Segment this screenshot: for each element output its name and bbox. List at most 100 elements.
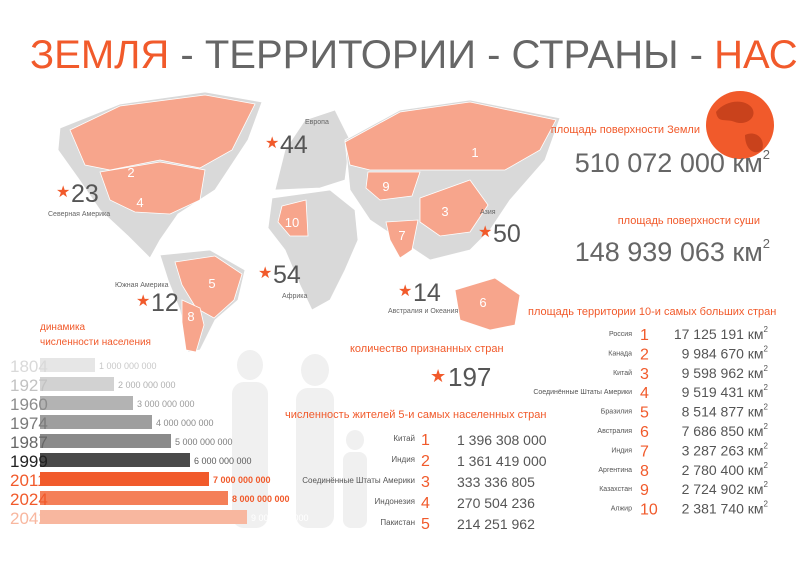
rank: 5 [421,516,430,533]
area-value: 9 598 962 км2 [682,364,769,381]
value-label: 7 000 000 000 [213,475,271,485]
bar [40,472,209,486]
silhouette [232,350,367,528]
map-country-number: 2 [127,165,134,180]
category-label: 1927 [10,376,48,395]
continent-name: Северная Америка [48,211,110,218]
unit-exp: 2 [764,344,769,353]
unit-exp: 2 [764,403,769,412]
bar [40,377,114,391]
category-label: 2024 [10,490,48,509]
value: 148 939 063 [575,237,725,267]
country-name: Бразилия [601,409,632,416]
country-name: Россия [609,331,632,338]
globe-icon [706,91,774,159]
area-value: 9 984 670 км2 [682,344,769,361]
continent-count: 44 [280,131,308,159]
value: 2 780 400 [682,462,744,478]
rank: 9 [640,482,649,499]
unit-exp: 2 [764,461,769,470]
area-value: 2 381 740 км2 [682,500,769,517]
value: 3 287 263 [682,442,744,458]
country-name: Индия [611,447,632,454]
rank: 5 [640,405,649,422]
value-label: 2 000 000 000 [118,380,176,390]
unit: км [748,384,764,400]
page-title: ЗЕМЛЯ - ТЕРРИТОРИИ - СТРАНЫ - НАСЕЛЕНИЕ [30,33,800,77]
continent-count: 54 [273,261,301,289]
continent-name: Австралия и Океания [388,308,459,315]
earth-area-label: площадь поверхности Земли [551,124,700,136]
country-name: Пакистан [380,518,415,527]
country-name: Алжир [611,506,632,513]
country-name: Австралия [597,428,632,435]
population-title: численность жителей 5-и самых населенных… [285,409,546,421]
star: ★ [258,265,272,282]
category-label: 1999 [10,452,48,471]
country-name: Канада [608,350,632,357]
rank: 8 [640,463,649,480]
area-value: 2 780 400 км2 [682,461,769,478]
country-name: Китай [613,369,632,377]
unit: км [748,442,764,458]
title-part: НАСЕЛЕНИЕ [714,33,800,77]
value: 510 072 000 [575,148,725,178]
unit-exp: 2 [764,441,769,450]
rank: 3 [421,474,430,491]
category-label: 1804 [10,357,48,376]
map-country-number: 3 [441,204,448,219]
star: ★ [136,293,150,310]
population-value: 333 336 805 [457,474,535,490]
continent-name: Азия [480,209,496,216]
value: 8 514 877 [682,404,744,420]
continent-count: 50 [493,220,521,248]
bar [40,434,171,448]
unit: км [748,404,764,420]
population-value: 270 504 236 [457,495,535,511]
category-label: 1974 [10,414,48,433]
area-title: площадь территории 10-и самых больших ст… [528,306,776,318]
value-label: 5 000 000 000 [175,437,233,447]
unit-exp: 2 [764,480,769,489]
unit: км [748,462,764,478]
map-country-number: 6 [479,295,486,310]
value-label: 8 000 000 000 [232,494,290,504]
rank: 2 [421,453,430,470]
rank: 4 [640,385,649,402]
title-part: - ТЕРРИТОРИИ - СТРАНЫ - [180,33,703,77]
star: ★ [430,366,446,386]
chart-title: динамика [40,322,86,333]
continent-count: 12 [151,289,179,317]
country-name: Индия [391,455,415,464]
unit-exp: 2 [764,422,769,431]
star: ★ [478,224,492,241]
continent-count: 23 [71,180,99,208]
value: 7 686 850 [682,423,744,439]
value-label: 6 000 000 000 [194,456,252,466]
land-area-label: площадь поверхности суши [618,215,760,227]
country-name: Казахстан [599,486,632,493]
rank: 1 [421,432,430,449]
earth-area-value: 510 072 000 км2 [575,147,770,178]
world-map [57,91,561,353]
map-country-number: 4 [136,195,143,210]
unit: км [748,345,764,361]
unit: км [748,501,764,517]
unit: км [748,481,764,497]
bar [40,491,228,505]
title-part: ЗЕМЛЯ [30,33,169,77]
population-value: 214 251 962 [457,516,535,532]
unit: км [748,365,764,381]
value-label: 1 000 000 000 [99,361,157,371]
unit-exp: 2 [764,383,769,392]
area-value: 17 125 191 км2 [674,325,769,342]
bar [40,510,247,524]
map-country-number: 8 [187,309,194,324]
area-value: 3 287 263 км2 [682,441,769,458]
land-area-value: 148 939 063 км2 [575,236,770,267]
country-name: Соединённые Штаты Америки [533,389,632,396]
value: 17 125 191 [674,326,744,342]
rank: 10 [640,502,658,519]
rank: 2 [640,346,649,363]
